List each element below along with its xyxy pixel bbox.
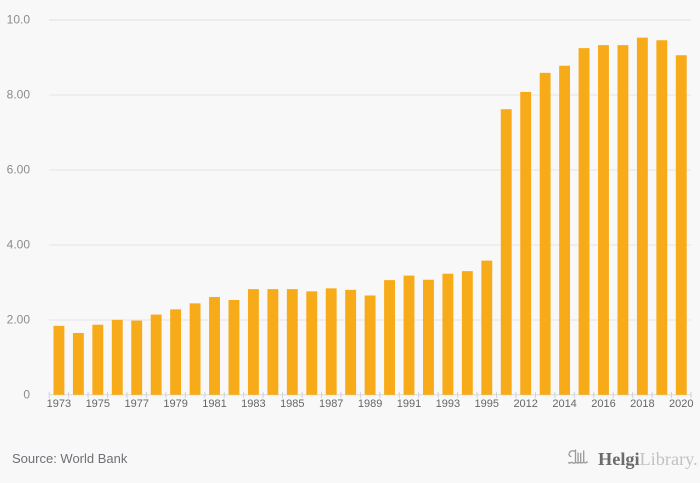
svg-text:1989: 1989 bbox=[358, 398, 382, 410]
svg-text:2018: 2018 bbox=[630, 398, 654, 410]
svg-text:10.0: 10.0 bbox=[7, 13, 31, 27]
svg-text:2020: 2020 bbox=[669, 398, 693, 410]
svg-text:2016: 2016 bbox=[591, 398, 615, 410]
svg-text:Source: World Bank: Source: World Bank bbox=[12, 451, 128, 466]
svg-text:1995: 1995 bbox=[475, 398, 499, 410]
svg-text:1983: 1983 bbox=[241, 398, 265, 410]
svg-text:2.00: 2.00 bbox=[7, 313, 31, 327]
svg-text:Helgi: Helgi bbox=[598, 449, 640, 469]
svg-text:0: 0 bbox=[23, 387, 30, 401]
svg-text:6.00: 6.00 bbox=[7, 163, 31, 177]
svg-text:Library.: Library. bbox=[640, 449, 698, 469]
svg-text:2012: 2012 bbox=[513, 398, 537, 410]
svg-text:2014: 2014 bbox=[552, 398, 576, 410]
svg-text:1981: 1981 bbox=[202, 398, 226, 410]
svg-text:1973: 1973 bbox=[47, 398, 71, 410]
svg-text:4.00: 4.00 bbox=[7, 238, 31, 252]
svg-text:1993: 1993 bbox=[436, 398, 460, 410]
svg-text:1987: 1987 bbox=[319, 398, 343, 410]
svg-text:1977: 1977 bbox=[124, 398, 148, 410]
svg-text:1975: 1975 bbox=[86, 398, 110, 410]
svg-text:1979: 1979 bbox=[163, 398, 187, 410]
svg-text:1991: 1991 bbox=[397, 398, 421, 410]
svg-text:1985: 1985 bbox=[280, 398, 304, 410]
svg-text:8.00: 8.00 bbox=[7, 88, 31, 102]
